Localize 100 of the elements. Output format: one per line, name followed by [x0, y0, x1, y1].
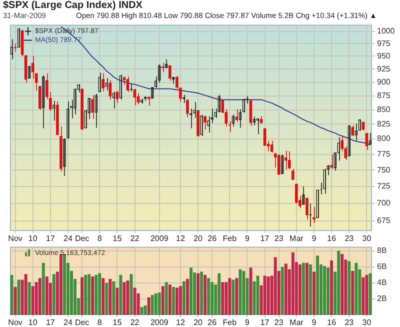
x-tick-label: Mar — [290, 318, 304, 327]
x-tick-label: 9 — [245, 318, 250, 327]
candlestick — [295, 183, 298, 204]
bar — [365, 274, 368, 315]
bar — [323, 266, 326, 315]
bar — [238, 269, 242, 315]
x-tick-label: 9 — [312, 318, 317, 327]
y-tick-label: 950 — [377, 51, 391, 60]
bar — [368, 273, 372, 315]
bar — [24, 274, 28, 315]
bar — [17, 280, 20, 315]
bar — [164, 282, 168, 315]
bar — [161, 286, 164, 315]
x-tick-label: 15 — [112, 234, 122, 244]
bar — [218, 273, 221, 315]
bar — [158, 292, 161, 315]
candlestick — [235, 108, 238, 122]
bar — [291, 252, 294, 315]
y-tick-label: 975 — [377, 38, 391, 48]
candlestick — [186, 99, 189, 118]
bar — [330, 260, 334, 315]
bar — [224, 282, 228, 315]
bar — [116, 288, 119, 315]
x-tick-label: 16 — [327, 234, 337, 244]
bar — [235, 278, 238, 315]
bar — [147, 297, 150, 315]
bar — [98, 273, 102, 315]
x-tick-label: Nov — [8, 234, 22, 244]
y-tick-label: 1000 — [377, 26, 396, 36]
bar — [154, 293, 158, 315]
bar — [102, 278, 105, 315]
x-tick-label: 17 — [46, 318, 56, 327]
x-tick-label: Feb — [222, 318, 238, 327]
bar — [263, 276, 266, 315]
bar — [175, 288, 178, 315]
x-tick-label: 30 — [362, 318, 372, 327]
bar — [242, 270, 246, 315]
bar — [122, 282, 126, 315]
candlestick — [168, 65, 172, 82]
bar — [196, 273, 200, 315]
x-tick-label: 23 — [344, 234, 354, 244]
bar — [133, 288, 136, 315]
candlestick — [288, 150, 291, 170]
x-tick-label: 12 — [176, 234, 186, 244]
bar — [84, 274, 88, 315]
y-tick-label: 850 — [377, 105, 391, 114]
bar — [256, 276, 260, 315]
bar — [172, 286, 175, 315]
candlestick — [365, 132, 368, 150]
bar — [28, 282, 31, 315]
x-tick-label: Dec — [74, 318, 90, 327]
x-tick-label: 15 — [112, 318, 122, 327]
x-tick-label: Mar — [290, 234, 304, 244]
candlestick — [284, 150, 288, 170]
candlestick — [91, 94, 94, 120]
bar — [112, 281, 116, 315]
bar — [348, 261, 351, 315]
x-tick-label: 10 — [28, 318, 38, 327]
bar — [150, 294, 154, 315]
bar — [52, 274, 56, 315]
bar — [91, 276, 94, 315]
x-tick-label: 20 — [194, 234, 204, 244]
candlestick — [306, 198, 308, 220]
x-tick-label: 23 — [274, 318, 284, 327]
bar — [140, 306, 144, 315]
bar — [274, 257, 277, 315]
x-tick-label: 22 — [130, 318, 140, 327]
x-tick-label: 9 — [312, 234, 317, 244]
x-tick-label: Dec — [74, 234, 90, 244]
bar — [186, 278, 189, 315]
y-tick-label: 800 — [377, 134, 391, 144]
y-tick-label: 900 — [377, 77, 391, 86]
bar — [302, 262, 305, 315]
bar — [204, 274, 207, 315]
x-tick-label: 12 — [176, 318, 186, 327]
bar — [316, 256, 320, 315]
bar — [59, 254, 62, 315]
y-tick-label: 875 — [377, 91, 391, 100]
candlestick — [312, 206, 316, 224]
bar — [190, 268, 192, 315]
bar — [168, 284, 172, 315]
y-tick-label: 8B — [377, 246, 387, 256]
x-tick-label: 24 — [64, 234, 73, 244]
candlestick — [277, 154, 280, 176]
candlestick — [330, 154, 333, 170]
x-tick-label: 26 — [208, 318, 218, 327]
bar — [210, 282, 214, 315]
bar — [298, 264, 302, 315]
bar — [119, 274, 122, 315]
bar — [62, 254, 66, 315]
bar — [362, 277, 365, 315]
bar — [45, 276, 48, 315]
y-tick-label: 725 — [377, 182, 391, 191]
bar — [228, 278, 232, 315]
bar — [34, 282, 38, 315]
bar — [42, 262, 45, 315]
bar — [221, 282, 224, 315]
bar — [14, 286, 17, 315]
bar — [207, 278, 210, 315]
x-tick-label: Nov — [8, 318, 22, 327]
